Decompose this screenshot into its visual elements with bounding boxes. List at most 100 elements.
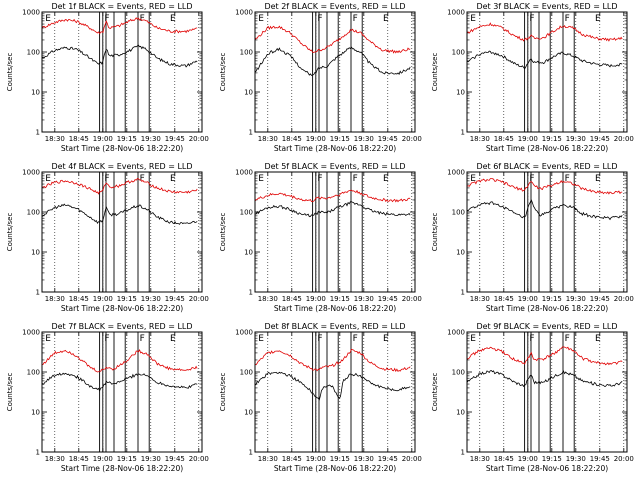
x-tick-label: 19:45 [378, 295, 398, 303]
y-axis-label: Counts/sec [219, 213, 227, 252]
x-tick-label: 18:30 [258, 135, 278, 143]
y-tick-label: 10 [244, 89, 253, 97]
x-tick-label: 19:45 [378, 135, 398, 143]
chart-title: Det 2f BLACK = Events, RED = LLD [264, 2, 405, 11]
x-tick-label: 19:00 [518, 295, 538, 303]
y-tick-label: 1 [249, 129, 253, 137]
events-series-line [41, 44, 198, 68]
x-axis-label: Start Time (28-Nov-06 18:22:20) [486, 304, 608, 313]
region-label: F [529, 14, 534, 24]
events-series-line [466, 369, 623, 388]
lld-series-line [254, 348, 411, 373]
y-tick-label: 1 [36, 129, 40, 137]
x-tick-label: 19:15 [542, 135, 562, 143]
y-axis-label: Counts/sec [431, 213, 439, 252]
region-label: E [258, 174, 264, 184]
x-tick-label: 20:00 [614, 295, 634, 303]
region-label: E [170, 14, 176, 24]
y-tick-label: 10 [244, 409, 253, 417]
region-label: F [317, 14, 322, 24]
lld-series-line [466, 346, 623, 366]
x-tick-label: 18:30 [470, 455, 490, 463]
region-label: F [104, 334, 109, 344]
y-tick-label: 1000 [447, 9, 465, 17]
chart-title: Det 3f BLACK = Events, RED = LLD [476, 2, 617, 11]
x-tick-label: 18:45 [282, 295, 302, 303]
y-tick-label: 1 [461, 129, 465, 137]
y-tick-label: 1 [249, 449, 253, 457]
x-axis-label: Start Time (28-Nov-06 18:22:20) [274, 464, 396, 473]
x-tick-label: 19:30 [354, 455, 374, 463]
y-tick-label: 100 [240, 209, 253, 217]
x-tick-label: 20:00 [402, 135, 422, 143]
y-tick-label: 1000 [235, 169, 253, 177]
x-tick-label: 20:00 [189, 455, 209, 463]
events-series-line [254, 46, 411, 76]
x-tick-label: 20:00 [614, 455, 634, 463]
x-tick-label: 20:00 [614, 135, 634, 143]
plot-frame [41, 171, 203, 293]
x-tick-label: 18:30 [258, 295, 278, 303]
chart-title: Det 4f BLACK = Events, RED = LLD [51, 162, 192, 171]
x-tick-label: 19:45 [590, 455, 610, 463]
events-series-line [41, 372, 198, 392]
events-series-line [466, 50, 623, 70]
y-tick-label: 10 [244, 249, 253, 257]
y-tick-label: 100 [240, 49, 253, 57]
chart-title: Det 1f BLACK = Events, RED = LLD [51, 2, 192, 11]
plot-frame [466, 171, 628, 293]
x-tick-label: 19:45 [378, 455, 398, 463]
x-tick-label: 19:15 [117, 135, 137, 143]
x-tick-label: 18:45 [282, 135, 302, 143]
x-tick-label: 19:45 [165, 135, 185, 143]
chart-panel-5: Det 5f BLACK = Events, RED = LLD Counts/s… [219, 162, 422, 313]
y-tick-label: 1000 [235, 9, 253, 17]
y-tick-label: 1000 [447, 329, 465, 337]
x-tick-label: 18:45 [69, 135, 89, 143]
y-tick-label: 100 [452, 49, 465, 57]
x-tick-label: 19:15 [542, 295, 562, 303]
region-label: F [140, 14, 145, 24]
x-tick-label: 19:30 [141, 135, 161, 143]
x-tick-label: 19:30 [141, 295, 161, 303]
x-tick-label: 19:45 [590, 295, 610, 303]
y-tick-label: 100 [452, 209, 465, 217]
y-tick-label: 1 [249, 289, 253, 297]
y-tick-label: 1 [36, 289, 40, 297]
y-axis-label: Counts/sec [431, 53, 439, 92]
plot-frame [466, 11, 628, 133]
y-tick-label: 10 [31, 409, 40, 417]
x-tick-label: 19:45 [165, 455, 185, 463]
x-tick-label: 18:30 [470, 135, 490, 143]
plot-frame [41, 11, 203, 133]
region-label: E [45, 14, 51, 24]
x-tick-label: 19:45 [165, 295, 185, 303]
plot-frame [41, 331, 203, 453]
x-axis-label: Start Time (28-Nov-06 18:22:20) [61, 144, 183, 153]
region-label: F [529, 334, 534, 344]
y-tick-label: 1 [461, 449, 465, 457]
lld-series-line [41, 348, 198, 373]
region-label: E [383, 334, 389, 344]
y-tick-label: 100 [452, 369, 465, 377]
y-tick-label: 1 [461, 289, 465, 297]
events-series-line [41, 203, 198, 225]
region-label: F [353, 174, 358, 184]
y-tick-label: 10 [456, 89, 465, 97]
x-tick-label: 19:30 [354, 135, 374, 143]
x-tick-label: 19:45 [590, 135, 610, 143]
lld-series-line [41, 17, 198, 35]
chart-panel-4: Det 4f BLACK = Events, RED = LLD Counts/s… [6, 162, 209, 313]
region-label: E [470, 14, 476, 24]
chart-panel-3: Det 3f BLACK = Events, RED = LLD Counts/s… [431, 2, 634, 153]
x-tick-label: 18:30 [470, 295, 490, 303]
lld-series-line [466, 178, 623, 195]
y-tick-label: 100 [27, 209, 40, 217]
y-tick-label: 100 [27, 369, 40, 377]
x-tick-label: 19:15 [117, 295, 137, 303]
region-label: E [595, 334, 601, 344]
y-axis-label: Counts/sec [6, 213, 14, 252]
events-series-line [254, 201, 411, 218]
y-axis-label: Counts/sec [219, 373, 227, 412]
plot-frame [254, 11, 416, 133]
